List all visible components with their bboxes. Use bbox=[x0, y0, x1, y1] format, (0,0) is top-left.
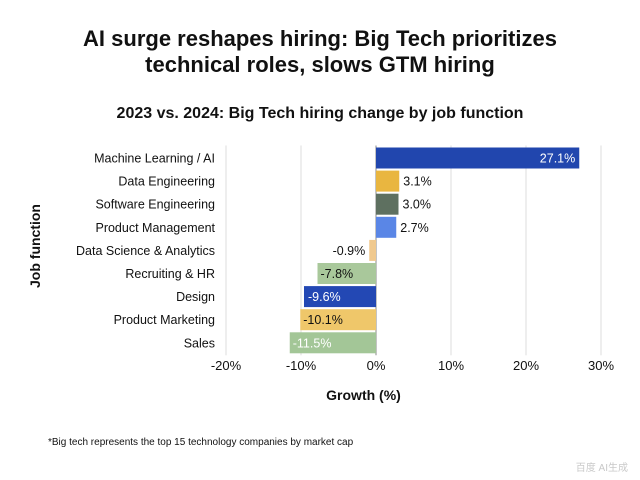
bar bbox=[376, 170, 400, 192]
data-label: 3.1% bbox=[403, 175, 432, 189]
x-tick-label: 30% bbox=[588, 358, 614, 373]
x-axis-title: Growth (%) bbox=[326, 387, 401, 403]
data-label: -0.9% bbox=[333, 244, 366, 258]
bar bbox=[300, 309, 376, 331]
bar bbox=[369, 239, 376, 261]
category-label: Data Engineering bbox=[118, 175, 215, 189]
bar bbox=[317, 263, 376, 284]
data-label: 3.0% bbox=[403, 198, 432, 212]
x-tick-label: 20% bbox=[513, 358, 539, 373]
x-tick-label: 0% bbox=[367, 358, 386, 373]
headline-line-2: technical roles, slows GTM hiring bbox=[145, 52, 495, 77]
chart-headline: AI surge reshapes hiring: Big Tech prior… bbox=[0, 26, 640, 78]
y-axis-title: Job function bbox=[27, 204, 43, 288]
category-label: Design bbox=[176, 290, 215, 304]
data-label: -10.1% bbox=[303, 313, 343, 327]
x-tick-label: 10% bbox=[438, 358, 464, 373]
data-label: -11.5% bbox=[293, 336, 332, 350]
x-tick-label: -10% bbox=[286, 358, 317, 373]
category-label: Product Marketing bbox=[114, 313, 215, 327]
bar bbox=[376, 216, 397, 238]
headline-line-1: AI surge reshapes hiring: Big Tech prior… bbox=[83, 26, 557, 51]
bar bbox=[376, 193, 399, 215]
category-label: Sales bbox=[184, 336, 215, 350]
bar bbox=[376, 147, 580, 169]
data-label: -7.8% bbox=[321, 267, 354, 281]
x-tick-label: -20% bbox=[211, 358, 242, 373]
category-label: Software Engineering bbox=[95, 198, 215, 212]
category-label: Product Management bbox=[95, 221, 215, 235]
data-label: 27.1% bbox=[540, 152, 575, 166]
chart-subtitle: 2023 vs. 2024: Big Tech hiring change by… bbox=[116, 105, 524, 122]
data-label: 2.7% bbox=[400, 221, 429, 235]
bar bbox=[289, 332, 376, 354]
watermark: 百度 AI生成 bbox=[575, 463, 628, 474]
bar bbox=[304, 286, 376, 308]
category-label: Data Science & Analytics bbox=[76, 244, 215, 258]
footnote: *Big tech represents the top 15 technolo… bbox=[48, 437, 354, 448]
category-label: Machine Learning / AI bbox=[94, 152, 215, 166]
category-label: Recruiting & HR bbox=[125, 267, 215, 281]
data-label: -9.6% bbox=[308, 290, 341, 304]
